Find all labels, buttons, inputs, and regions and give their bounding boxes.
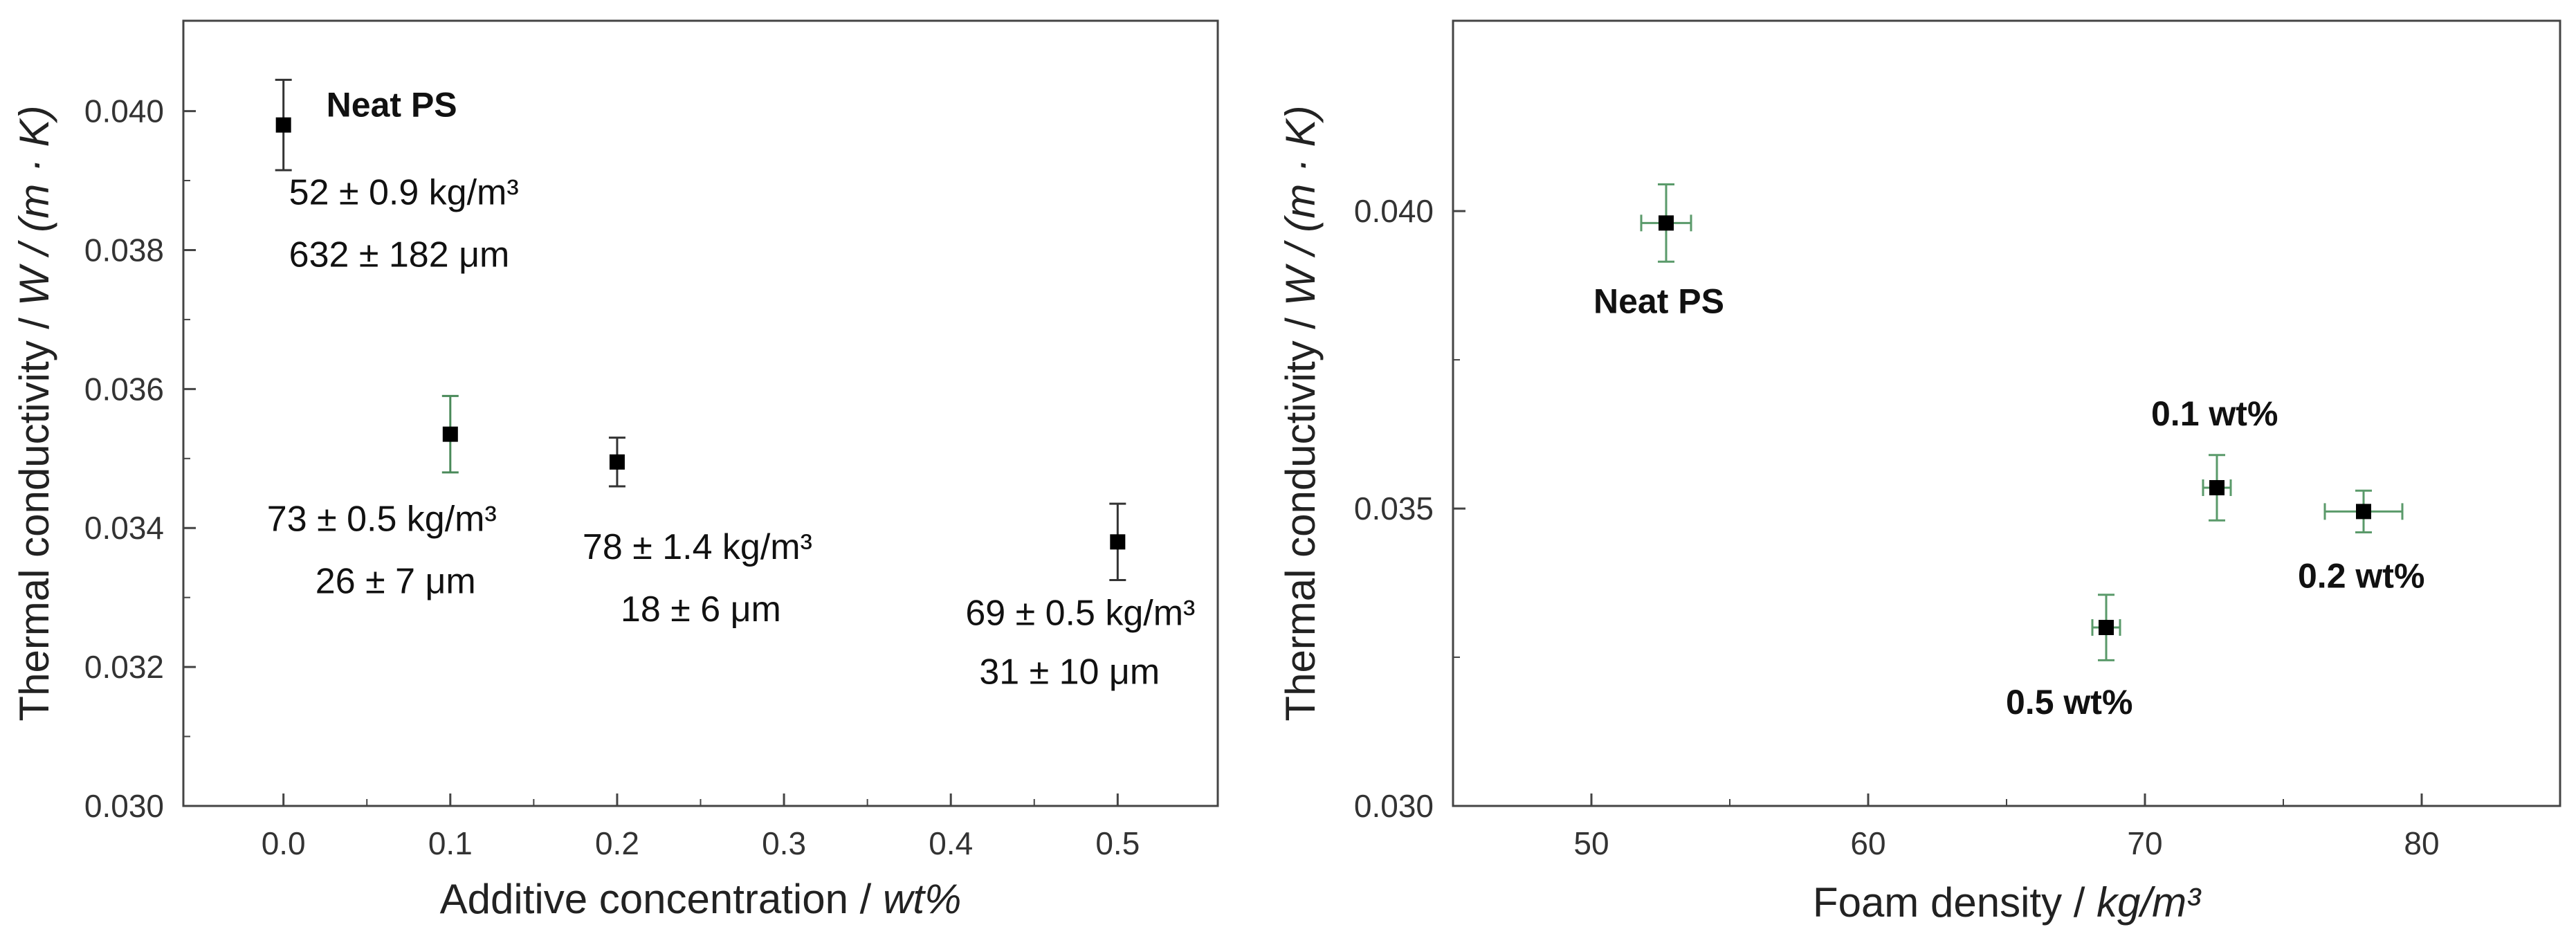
y-axis-label-unit: W / (m · K) [11, 105, 57, 306]
y-tick-label: 0.034 [84, 510, 164, 546]
x-tick-label: 0.2 [595, 825, 639, 861]
data-point-marker [2356, 504, 2371, 520]
data-point-group: 0.2 wt% [2298, 489, 2424, 595]
chart-right-density: 0.030 0.035 0.040 50 60 70 80 Foam density / kg… [1277, 19, 2561, 926]
x-axis-label-text: Additive concentration / [440, 876, 883, 922]
data-point-annotation: 52 ± 0.9 kg/m³ [289, 173, 519, 213]
x-axis-label-unit: kg/m³ [2097, 879, 2202, 926]
y-tick-label: 0.030 [84, 788, 164, 824]
y-axis-label: Thermal conductivity / W / (m · K) [1277, 105, 1324, 721]
y-tick-label: 0.038 [84, 232, 164, 268]
data-point-annotation: 632 ± 182 μm [289, 235, 510, 275]
chart-left-concentration: 0.030 0.032 0.034 0.036 0.038 0.040 0.0 0.1 0.2 0… [11, 19, 1219, 922]
data-point-annotation: 69 ± 0.5 kg/m³ [965, 593, 1195, 633]
data-point-marker [2209, 479, 2225, 495]
data-point-annotation: Neat PS [327, 86, 457, 125]
y-axis-label-text: Thermal conductivity / [11, 306, 57, 721]
x-tick-label: 0.3 [762, 825, 806, 861]
y-tick-label: 0.032 [84, 649, 164, 685]
data-point-marker [2099, 620, 2114, 636]
x-axis-label: Foam density / kg/m³ [1813, 879, 2202, 926]
data-point-marker [442, 426, 458, 442]
data-point-group: 78 ± 1.4 kg/m³ 18 ± 6 μm [583, 437, 812, 630]
data-point-group: 0.5 wt% [2006, 594, 2132, 722]
y-tick-label: 0.040 [84, 93, 164, 129]
x-tick-label: 0.5 [1095, 825, 1140, 861]
data-point-marker [1110, 534, 1126, 550]
y-tick-label: 0.036 [84, 371, 164, 407]
x-tick-label: 60 [1850, 825, 1885, 861]
data-point-marker [275, 117, 291, 133]
x-axis-label-unit: wt% [883, 876, 961, 922]
data-point-annotation: 0.1 wt% [2151, 394, 2278, 433]
x-tick-label: 0.4 [929, 825, 973, 861]
data-point-annotation: 31 ± 10 μm [979, 652, 1160, 692]
data-point-annotation: 78 ± 1.4 kg/m³ [583, 527, 812, 567]
data-point-annotation: 0.5 wt% [2006, 683, 2132, 722]
y-tick-label: 0.030 [1354, 788, 1434, 824]
data-point-group: 69 ± 0.5 kg/m³ 31 ± 10 μm [965, 502, 1195, 692]
data-point-annotation: 18 ± 6 μm [621, 589, 781, 630]
x-axis-label-text: Foam density / [1813, 879, 2097, 926]
y-axis-label: Thermal conductivity / W / (m · K) [11, 105, 57, 721]
y-axis-label-unit: W / (m · K) [1277, 105, 1324, 306]
data-point-group: 73 ± 0.5 kg/m³ 26 ± 7 μm [267, 394, 497, 602]
x-tick-label: 70 [2127, 825, 2162, 861]
y-tick-label: 0.035 [1354, 490, 1434, 526]
x-tick-label: 50 [1573, 825, 1609, 861]
data-point-annotation: 26 ± 7 μm [316, 562, 476, 602]
x-axis-label: Additive concentration / wt% [440, 876, 962, 922]
data-point-marker [1659, 215, 1674, 231]
data-point-marker [609, 454, 625, 470]
y-axis-label-text: Thermal conductivity / [1277, 306, 1324, 721]
data-point-annotation: 73 ± 0.5 kg/m³ [267, 499, 497, 540]
data-point-group: Neat PS [1593, 183, 1724, 320]
data-point-group: 0.1 wt% [2151, 394, 2278, 522]
x-tick-label: 0.0 [262, 825, 306, 861]
data-point-annotation: Neat PS [1593, 282, 1724, 320]
x-tick-label: 0.1 [428, 825, 473, 861]
data-point-annotation: 0.2 wt% [2298, 556, 2424, 595]
y-tick-label: 0.040 [1354, 193, 1434, 229]
data-point-group: Neat PS 52 ± 0.9 kg/m³ 632 ± 182 μm [275, 78, 519, 275]
x-tick-label: 80 [2404, 825, 2439, 861]
